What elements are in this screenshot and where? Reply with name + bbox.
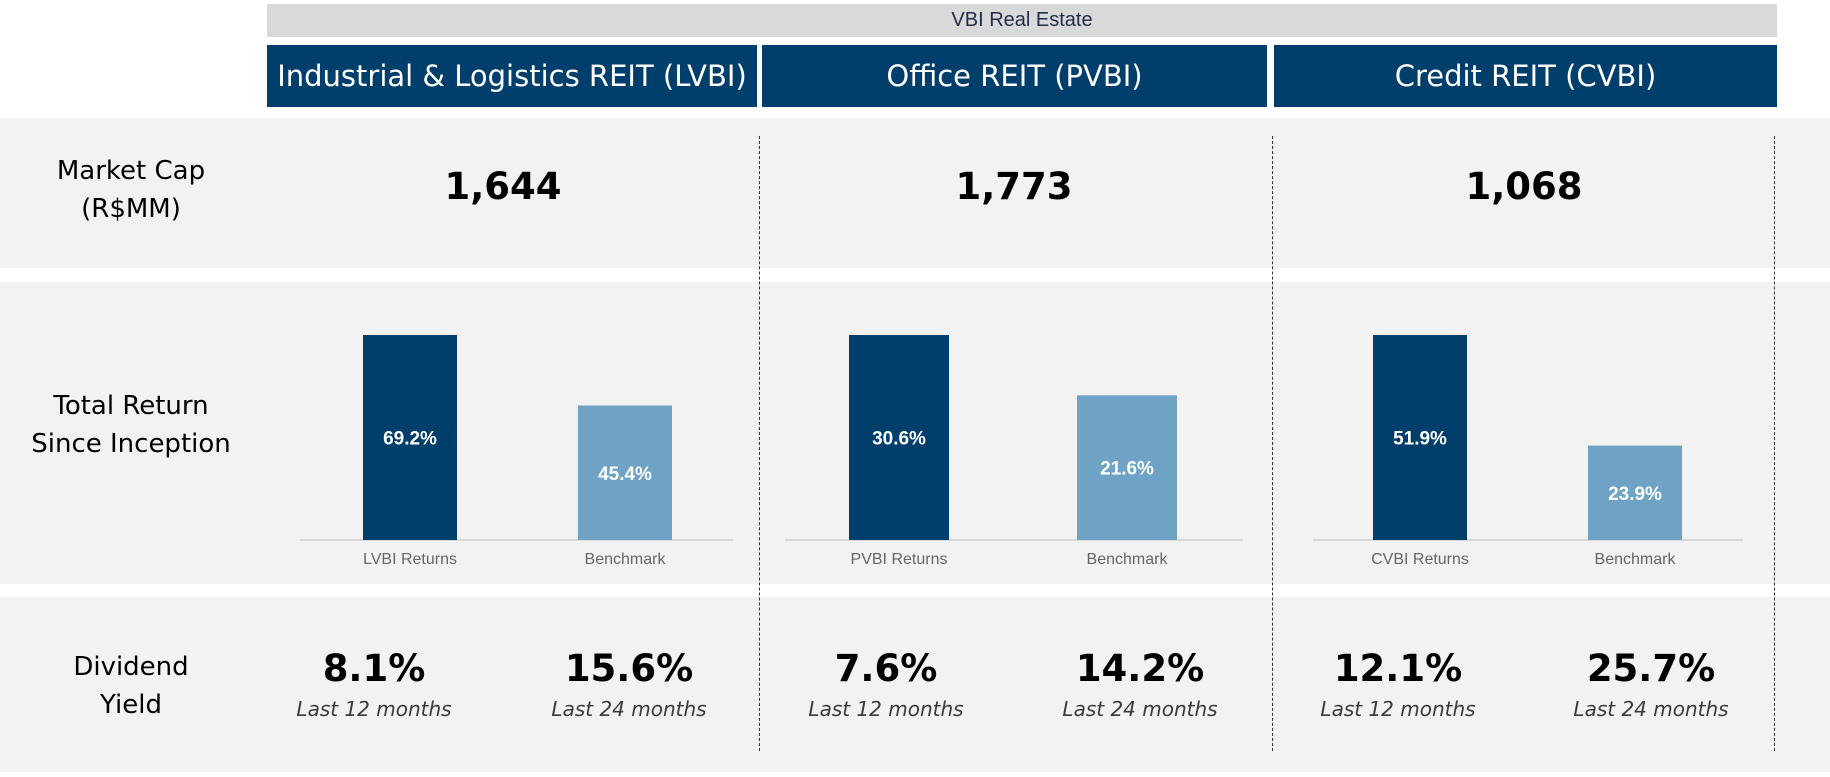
- chart-lvbi-total-return: 69.2% LVBI Returns 45.4% Benchmark: [300, 300, 735, 580]
- dividend-value: 7.6%: [834, 647, 938, 690]
- bar-cvbi-returns: [1373, 335, 1467, 540]
- dividend-value: 8.1%: [322, 647, 426, 690]
- dividend-value: 12.1%: [1333, 647, 1463, 690]
- dividend-yield-band: [0, 597, 1830, 772]
- row-label-line: Since Inception: [31, 429, 231, 459]
- column-divider: [1272, 136, 1273, 751]
- bar-chart-svg: 51.9% CVBI Returns 23.9% Benchmark: [1313, 335, 1743, 568]
- bar-data-label: 51.9%: [1393, 429, 1447, 450]
- category-label: PVBI Returns: [851, 551, 948, 568]
- market-cap-cvbi: 1,068: [1465, 165, 1583, 208]
- column-header-cvbi: Credit REIT (CVBI): [1274, 45, 1777, 107]
- bar-chart-svg: 69.2% LVBI Returns 45.4% Benchmark: [300, 335, 733, 568]
- bar-pvbi-returns: [849, 335, 949, 540]
- header-title: VBI Real Estate: [951, 9, 1093, 31]
- row-label-line: (R$MM): [81, 194, 181, 224]
- bar-lvbi-returns: [363, 335, 457, 540]
- dividend-value: 15.6%: [564, 647, 694, 690]
- chart-cvbi-total-return: 51.9% CVBI Returns 23.9% Benchmark: [1313, 300, 1743, 580]
- dividend-period: Last 12 months: [1320, 697, 1476, 721]
- dividend-period: Last 24 months: [1573, 697, 1729, 721]
- row-label-dividend-yield: Dividend Yield: [0, 646, 262, 726]
- dividend-pvbi-12m: 7.6% Last 12 months: [776, 645, 996, 721]
- market-cap-lvbi: 1,644: [444, 165, 562, 208]
- column-header-lvbi: Industrial & Logistics REIT (LVBI): [267, 45, 757, 107]
- bar-benchmark: [578, 405, 672, 540]
- row-label-market-cap: Market Cap (R$MM): [0, 150, 262, 230]
- column-divider: [759, 136, 760, 751]
- bar-data-label: 21.6%: [1100, 459, 1154, 480]
- dividend-value: 25.7%: [1586, 647, 1716, 690]
- dividend-period: Last 12 months: [296, 697, 452, 721]
- chart-pvbi-total-return: 30.6% PVBI Returns 21.6% Benchmark: [785, 300, 1243, 580]
- dividend-period: Last 24 months: [551, 697, 707, 721]
- category-label: Benchmark: [1595, 551, 1677, 568]
- dividend-lvbi-12m: 8.1% Last 12 months: [264, 645, 484, 721]
- dividend-pvbi-24m: 14.2% Last 24 months: [1030, 645, 1250, 721]
- row-label-line: Market Cap: [56, 156, 206, 186]
- category-label: Benchmark: [585, 551, 667, 568]
- bar-data-label: 23.9%: [1608, 484, 1662, 505]
- header-band: VBI Real Estate: [267, 4, 1777, 37]
- dividend-value: 14.2%: [1075, 647, 1205, 690]
- dividend-period: Last 12 months: [808, 697, 964, 721]
- row-label-total-return: Total Return Since Inception: [0, 385, 262, 465]
- row-label-line: Total Return: [53, 391, 209, 421]
- bar-data-label: 69.2%: [383, 429, 437, 450]
- bar-benchmark: [1077, 395, 1177, 540]
- category-label: LVBI Returns: [363, 551, 457, 568]
- bar-chart-svg: 30.6% PVBI Returns 21.6% Benchmark: [785, 335, 1243, 568]
- dividend-period: Last 24 months: [1062, 697, 1218, 721]
- bar-data-label: 30.6%: [872, 429, 926, 450]
- column-divider: [1774, 136, 1775, 751]
- market-cap-band: [0, 118, 1830, 268]
- dividend-lvbi-24m: 15.6% Last 24 months: [519, 645, 739, 721]
- category-label: CVBI Returns: [1371, 551, 1469, 568]
- bar-data-label: 45.4%: [598, 464, 652, 485]
- market-cap-pvbi: 1,773: [955, 165, 1073, 208]
- row-label-line: Yield: [100, 690, 162, 720]
- dividend-cvbi-24m: 25.7% Last 24 months: [1541, 645, 1761, 721]
- dividend-cvbi-12m: 12.1% Last 12 months: [1288, 645, 1508, 721]
- bar-benchmark: [1588, 445, 1682, 540]
- column-header-pvbi: Office REIT (PVBI): [762, 45, 1267, 107]
- category-label: Benchmark: [1087, 551, 1169, 568]
- row-label-line: Dividend: [73, 652, 189, 682]
